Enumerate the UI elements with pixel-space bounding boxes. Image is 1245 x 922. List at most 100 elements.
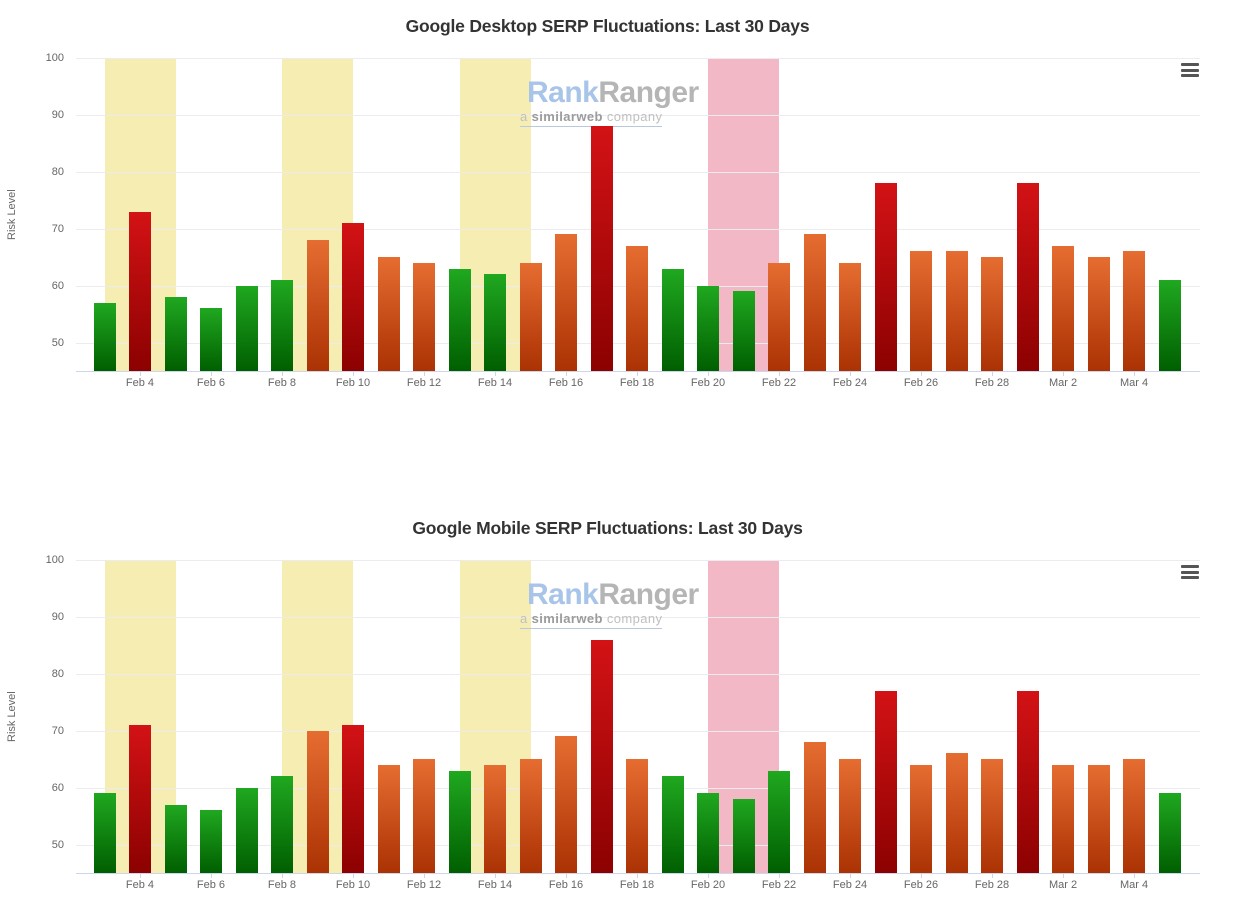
risk-bar-feb-20[interactable] [697, 793, 719, 873]
y-tick-label: 70 [51, 724, 64, 737]
x-tick-label: Feb 22 [761, 377, 797, 389]
risk-bar-mar-2[interactable] [1052, 245, 1074, 371]
x-tick-label: Feb 26 [903, 377, 939, 389]
x-tick-label: Feb 24 [832, 879, 868, 891]
risk-bar-feb-12[interactable] [413, 262, 435, 371]
x-tick-mark [353, 873, 354, 878]
risk-bar-feb-5[interactable] [164, 297, 187, 371]
x-tick-label: Feb 20 [690, 377, 726, 389]
x-tick-label: Feb 20 [690, 879, 726, 891]
risk-bar-feb-24[interactable] [839, 759, 861, 873]
risk-bar-feb-24[interactable] [839, 262, 861, 371]
tagline-suffix: company [602, 611, 663, 626]
tagline-suffix: company [602, 109, 663, 124]
risk-bar-mar-4[interactable] [1123, 759, 1145, 873]
risk-bar-feb-11[interactable] [377, 764, 400, 873]
risk-bar-feb-25[interactable] [874, 690, 897, 873]
risk-bar-feb-21[interactable] [732, 799, 755, 873]
rankranger-logo: RankRanger [527, 78, 699, 108]
risk-bar-feb-28[interactable] [981, 759, 1003, 873]
logo-rank-text: Rank [527, 76, 599, 109]
risk-bar-feb-18[interactable] [626, 245, 648, 371]
x-tick-mark [1134, 371, 1135, 376]
risk-bar-feb-18[interactable] [626, 759, 648, 873]
risk-bar-mar-1[interactable] [1016, 183, 1039, 371]
risk-bar-mar-2[interactable] [1052, 764, 1074, 873]
risk-bar-feb-22[interactable] [768, 262, 790, 371]
gridline [76, 58, 1200, 59]
risk-bar-feb-5[interactable] [164, 804, 187, 873]
risk-bar-feb-19[interactable] [661, 776, 684, 873]
risk-bar-mar-5[interactable] [1158, 279, 1181, 371]
x-tick-mark [779, 873, 780, 878]
x-tick-mark [921, 371, 922, 376]
risk-bar-feb-26[interactable] [910, 251, 932, 371]
x-tick-label: Feb 24 [832, 377, 868, 389]
x-tick-mark [779, 371, 780, 376]
risk-bar-feb-10[interactable] [342, 725, 364, 873]
risk-bar-feb-15[interactable] [519, 262, 542, 371]
risk-bar-feb-3[interactable] [93, 302, 116, 371]
risk-bar-mar-1[interactable] [1016, 690, 1039, 873]
x-tick-mark [211, 371, 212, 376]
risk-bar-feb-3[interactable] [93, 793, 116, 873]
rankranger-watermark: RankRanger a similarweb company [520, 580, 699, 629]
risk-bar-feb-14[interactable] [484, 274, 506, 371]
risk-bar-feb-17[interactable] [590, 126, 613, 371]
risk-bar-feb-4[interactable] [129, 725, 151, 873]
x-tick-mark [140, 873, 141, 878]
risk-bar-feb-14[interactable] [484, 764, 506, 873]
risk-bar-feb-27[interactable] [945, 251, 968, 371]
risk-bar-feb-27[interactable] [945, 753, 968, 873]
risk-bar-mar-5[interactable] [1158, 793, 1181, 873]
risk-bar-feb-13[interactable] [448, 770, 471, 873]
x-tick-mark [1134, 873, 1135, 878]
risk-bar-feb-9[interactable] [306, 240, 329, 371]
risk-bar-feb-13[interactable] [448, 268, 471, 371]
risk-bar-feb-25[interactable] [874, 183, 897, 371]
x-tick-mark [637, 371, 638, 376]
risk-bar-feb-23[interactable] [803, 742, 826, 873]
risk-bar-feb-15[interactable] [519, 759, 542, 873]
risk-bar-feb-21[interactable] [732, 291, 755, 371]
risk-bar-feb-20[interactable] [697, 285, 719, 371]
x-tick-mark [424, 371, 425, 376]
chart-title-desktop: Google Desktop SERP Fluctuations: Last 3… [405, 16, 810, 36]
risk-bar-feb-7[interactable] [235, 787, 258, 873]
risk-bar-feb-4[interactable] [129, 211, 151, 371]
plot-area [76, 560, 1200, 878]
risk-bar-feb-7[interactable] [235, 285, 258, 371]
risk-bar-feb-6[interactable] [200, 308, 222, 371]
chart-context-menu-button[interactable] [1179, 62, 1201, 78]
risk-bar-feb-23[interactable] [803, 234, 826, 371]
risk-bar-feb-28[interactable] [981, 257, 1003, 371]
risk-bar-feb-8[interactable] [271, 776, 293, 873]
x-tick-label: Feb 22 [761, 879, 797, 891]
risk-bar-feb-6[interactable] [200, 810, 222, 873]
risk-bar-feb-8[interactable] [271, 279, 293, 371]
chart-context-menu-button[interactable] [1179, 564, 1201, 580]
gridline [76, 730, 1200, 732]
risk-bar-mar-4[interactable] [1123, 251, 1145, 371]
risk-bar-feb-26[interactable] [910, 764, 932, 873]
x-tick-label: Feb 4 [125, 879, 155, 891]
risk-bar-feb-11[interactable] [377, 257, 400, 371]
rankranger-watermark: RankRanger a similarweb company [520, 78, 699, 127]
risk-bar-feb-22[interactable] [768, 770, 790, 873]
risk-bar-mar-3[interactable] [1087, 764, 1110, 873]
y-tick-label: 60 [51, 781, 64, 794]
x-tick-label: Feb 10 [335, 377, 371, 389]
risk-bar-feb-9[interactable] [306, 730, 329, 873]
x-tick-label: Mar 2 [1048, 879, 1078, 891]
x-tick-mark [282, 873, 283, 878]
risk-bar-feb-16[interactable] [555, 736, 577, 873]
risk-bar-feb-10[interactable] [342, 223, 364, 371]
risk-bar-feb-12[interactable] [413, 759, 435, 873]
gridline [76, 228, 1200, 230]
risk-bar-feb-17[interactable] [590, 639, 613, 873]
risk-bar-feb-19[interactable] [661, 268, 684, 371]
risk-bar-mar-3[interactable] [1087, 257, 1110, 371]
tagline-prefix: a [520, 109, 532, 124]
y-axis-title: Risk Level [6, 691, 18, 742]
risk-bar-feb-16[interactable] [555, 234, 577, 371]
